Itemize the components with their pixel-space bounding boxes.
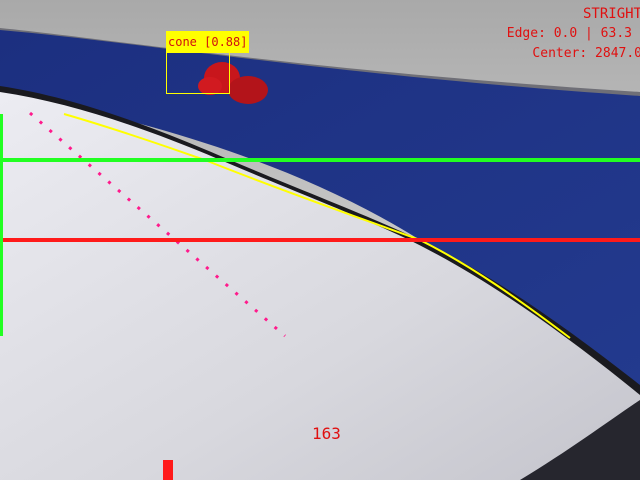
detection-label: cone [0.88] <box>166 31 250 53</box>
trajectory-dots <box>29 111 286 338</box>
green-horizontal-line <box>0 158 640 162</box>
corner-edge <box>520 400 640 480</box>
steering-bar <box>163 460 173 480</box>
steering-value: 163 <box>312 424 341 443</box>
red-horizontal-line <box>0 238 640 242</box>
detected-edge-line <box>63 113 571 339</box>
blue-track <box>0 30 640 400</box>
green-vertical-line <box>0 114 3 336</box>
edge-readout: Edge: 0.0 | 63.3 <box>506 26 632 41</box>
white-surface <box>0 92 640 480</box>
detection-label-text: cone [0.88] <box>168 35 248 49</box>
drive-mode-text: STRIGHT <box>582 6 640 22</box>
cone-object <box>198 62 268 104</box>
center-readout: Center: 2847.0 <box>532 46 640 61</box>
